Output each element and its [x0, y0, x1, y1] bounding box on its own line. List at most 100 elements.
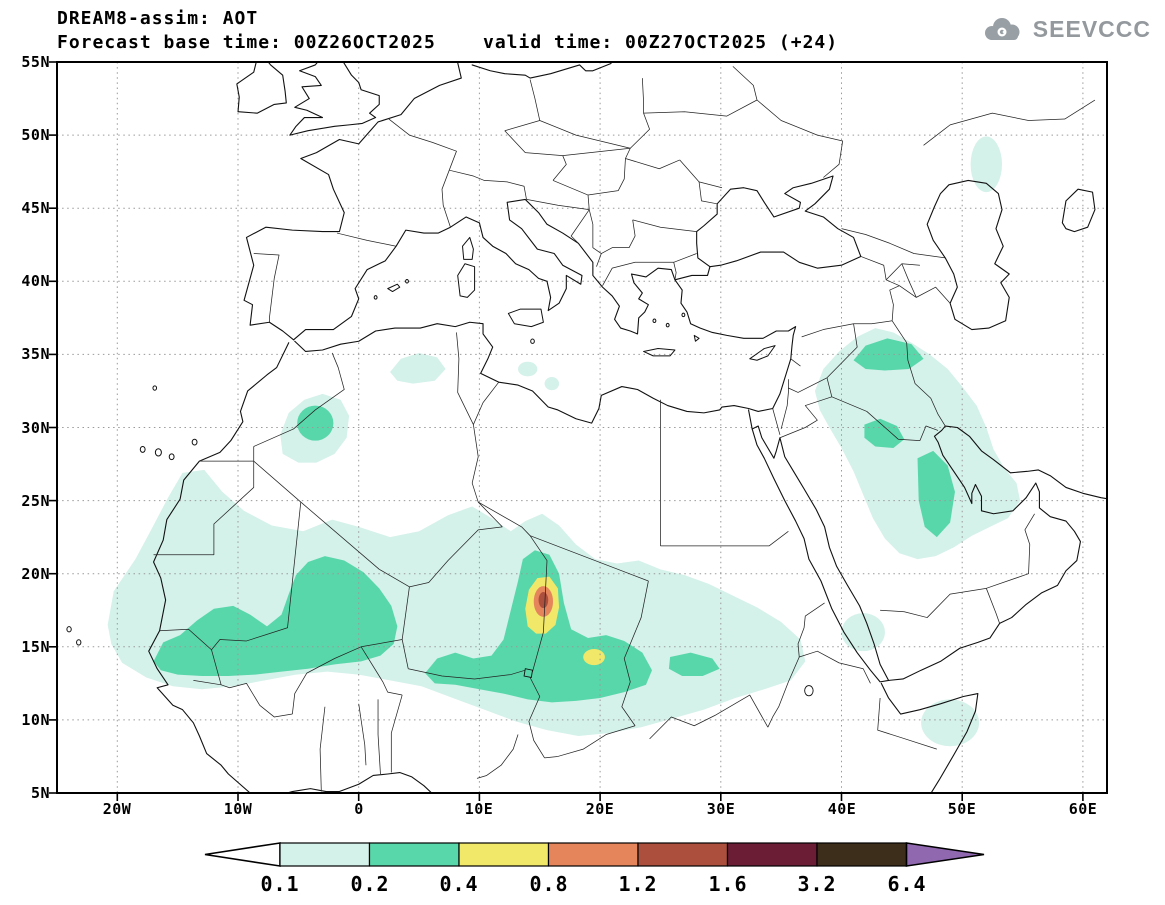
lat-label: 40N: [21, 272, 50, 290]
colorbar-label: 0.8: [529, 872, 569, 896]
coastline-britain-west: [290, 58, 323, 135]
lon-label: 50E: [947, 800, 977, 818]
colorbar-seg-0.1-0.2: [279, 842, 371, 867]
lake-tana: [805, 686, 813, 696]
lon-label: 20W: [102, 800, 132, 818]
colorbar: [204, 842, 985, 867]
coastline-baltic-south: [472, 58, 613, 78]
colorbar-seg-0.8-1.2: [547, 842, 639, 867]
lat-label: 45N: [21, 199, 50, 217]
colorbar-right-arrow: [905, 842, 985, 867]
colorbar-left-arrow: [204, 842, 281, 867]
coastline-iran: [945, 426, 1109, 499]
island-aegean-3: [682, 313, 685, 317]
coastline-iberia-atlantic: [244, 58, 461, 340]
coastline-ireland-east: [238, 58, 286, 114]
colorbar-seg-0.4-0.8: [458, 842, 550, 867]
island-aegean-2: [666, 323, 669, 327]
island-sardinia: [458, 264, 475, 298]
lat-label: 35N: [21, 345, 50, 363]
lake-chad: [524, 669, 532, 678]
island-cape-verde-2: [77, 640, 81, 645]
coastline-arabia-south-gulf: [889, 426, 1081, 680]
lat-label: 15N: [21, 638, 50, 656]
island-malta: [531, 339, 535, 343]
aot-shaded-contours: [107, 136, 1021, 747]
coastline-west-africa: [149, 343, 289, 799]
lat-label: 10N: [21, 711, 50, 729]
island-canary-1: [140, 447, 145, 453]
lon-label: 10E: [464, 800, 494, 818]
aot-region-north-caspian-01: [970, 136, 1003, 193]
colorbar-seg-0.2-0.4: [368, 842, 460, 867]
aot-region-kuwait-02: [864, 418, 905, 448]
lon-label: 0: [354, 800, 364, 818]
colorbar-label: 0.2: [350, 872, 390, 896]
aot-region-nw-algeria-02: [297, 405, 334, 441]
coastlines: [149, 58, 1110, 799]
aot-region-middle-east-01: [814, 328, 1021, 560]
colorbar-label: 1.2: [618, 872, 658, 896]
map-frame: [56, 61, 1108, 794]
islands: [67, 237, 775, 645]
island-mallorca: [388, 284, 400, 291]
coastline-aral-sea: [1062, 189, 1095, 231]
colorbar-seg-3.2-6.4: [816, 842, 908, 867]
lon-label: 10W: [223, 800, 253, 818]
colorbar-label: 3.2: [797, 872, 837, 896]
coastline-turkey-levant-north-africa: [295, 280, 796, 423]
lat-label: 50N: [21, 126, 50, 144]
coastline-gulf-of-guinea: [267, 773, 435, 799]
lon-label: 60E: [1068, 800, 1098, 818]
aot-region-sudan-04: [583, 648, 605, 666]
coastline-black-sea: [697, 176, 861, 268]
coastline-red-sea: [752, 426, 888, 682]
island-sicily: [508, 309, 543, 327]
page-title: DREAM8-assim: AOT: [57, 8, 259, 29]
lat-label: 55N: [21, 53, 50, 71]
aot-region-sahel-01: [107, 469, 806, 736]
lat-label: 30N: [21, 419, 50, 437]
coastline-suez: [749, 410, 753, 429]
seevccc-logo: SEEVCCC: [978, 14, 1151, 44]
coastline-caspian-sea: [927, 180, 1009, 329]
aot-region-chad-plume-12: [538, 591, 549, 609]
island-canary-4: [192, 439, 197, 445]
colorbar-seg-1.2-1.6: [637, 842, 729, 867]
coastlines-and-borders: [67, 58, 1110, 799]
colorbar-label: 0.1: [260, 872, 300, 896]
forecast-base-time: Forecast base time: 00Z26OCT2025: [57, 32, 436, 53]
colorbar-label: 0.4: [439, 872, 479, 896]
aot-spot-med-2: [544, 377, 560, 391]
coastline-somalia: [881, 683, 978, 797]
island-corsica: [463, 237, 474, 259]
lat-label: 20N: [21, 565, 50, 583]
island-ibiza: [374, 296, 377, 300]
aot-region-sudan-02: [668, 652, 720, 677]
logo-text: SEEVCCC: [1032, 15, 1151, 42]
coastline-mediterranean-north: [294, 199, 710, 339]
colorbar-label: 6.4: [887, 872, 927, 896]
axis-ticks: [49, 61, 1084, 801]
country-borders: [154, 66, 1095, 791]
valid-time: valid time: 00Z27OCT2025 (+24): [483, 32, 839, 53]
colorbar-seg-1.6-3.2: [726, 842, 818, 867]
aot-region-horn-01: [921, 699, 980, 747]
lon-label: 20E: [585, 800, 615, 818]
island-crete: [644, 349, 675, 356]
island-cyprus: [750, 346, 775, 361]
aot-region-east-saudi-02: [917, 450, 955, 538]
island-madeira: [153, 386, 157, 390]
lat-label: 5N: [30, 784, 50, 802]
lat-label: 25N: [21, 492, 50, 510]
aot-spot-med-1: [518, 361, 538, 377]
lon-label: 40E: [827, 800, 857, 818]
colorbar-label: 1.6: [708, 872, 748, 896]
lakes: [524, 669, 813, 696]
coastline-ireland-west: [237, 58, 258, 112]
lon-label: 30E: [706, 800, 736, 818]
aot-region-yemen-01: [841, 613, 885, 652]
island-canary-2: [155, 449, 161, 456]
island-rhodes: [694, 335, 699, 341]
